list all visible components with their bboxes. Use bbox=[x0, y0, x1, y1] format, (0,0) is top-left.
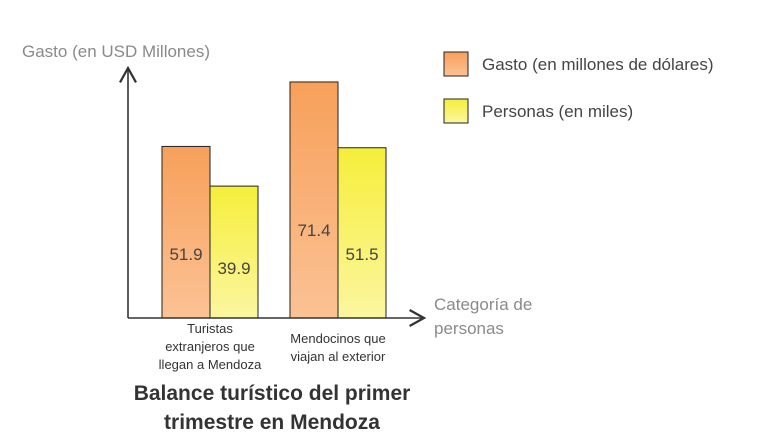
bar-gasto-1 bbox=[289, 81, 339, 319]
category-label-group-1: Mendocinos que viajan al exterior bbox=[290, 331, 386, 364]
category-label-1-line-0: Mendocinos que bbox=[290, 331, 385, 346]
chart-title-line-2: trimestre en Mendoza bbox=[164, 411, 380, 434]
bar-personas-0 bbox=[209, 185, 259, 319]
x-axis-label-line-2: personas bbox=[434, 319, 504, 338]
category-label-group-0: Turistas extranjeros que llegan a Mendoz… bbox=[159, 321, 262, 372]
bar-gasto-0 bbox=[161, 145, 211, 319]
category-label-0-line-1: extranjeros que bbox=[165, 339, 255, 354]
legend-label-gasto: Gasto (en millones de dólares) bbox=[482, 55, 714, 74]
chart-title-line-1: Balance turístico del primer bbox=[134, 382, 411, 405]
y-axis-label: Gasto (en USD Millones) bbox=[22, 42, 210, 61]
legend-swatch-personas bbox=[443, 98, 469, 124]
legend: Gasto (en millones de dólares) Personas … bbox=[443, 51, 714, 124]
x-axis-label-line-1: Categoría de bbox=[434, 295, 532, 314]
category-label-0-line-2: llegan a Mendoza bbox=[159, 357, 262, 372]
legend-swatch-gasto bbox=[443, 51, 469, 77]
data-label-personas-1: 51.5 bbox=[345, 245, 378, 264]
bar-personas-1 bbox=[337, 147, 387, 319]
data-label-personas-0: 39.9 bbox=[217, 259, 250, 278]
data-label-gasto-0: 51.9 bbox=[169, 245, 202, 264]
legend-label-personas: Personas (en miles) bbox=[482, 102, 633, 121]
data-label-gasto-1: 71.4 bbox=[297, 221, 330, 240]
category-label-1-line-1: viajan al exterior bbox=[291, 349, 386, 364]
bars-group: 51.9 39.9 71.4 51.5 bbox=[161, 81, 387, 319]
category-label-0-line-0: Turistas bbox=[187, 321, 233, 336]
